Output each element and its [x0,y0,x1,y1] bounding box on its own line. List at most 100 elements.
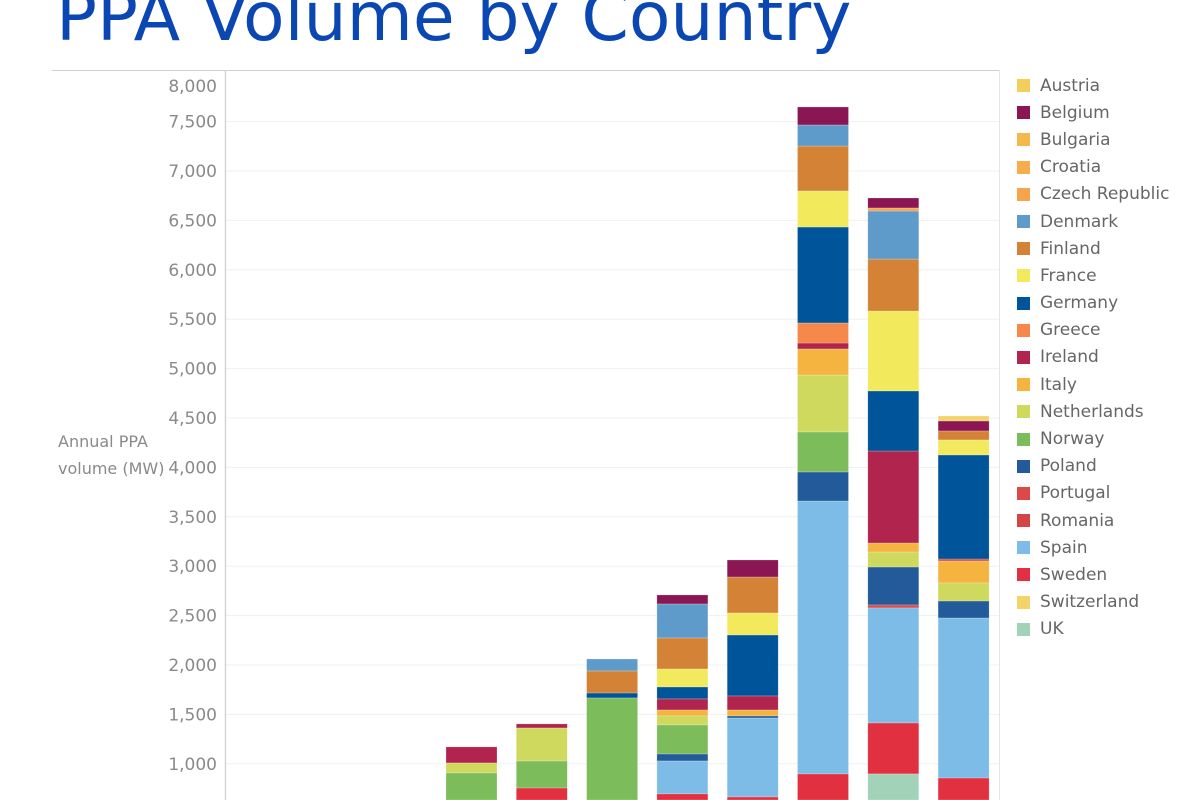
bar-segment-sweden[interactable] [656,793,709,800]
legend-item[interactable]: Denmark [1017,208,1169,235]
bar-segment-finland[interactable] [937,430,990,441]
bar-segment-germany[interactable] [867,390,920,452]
bar-segment-germany[interactable] [656,686,709,700]
bar-segment-poland[interactable] [656,753,709,762]
bar-segment-france[interactable] [656,668,709,688]
legend-item[interactable]: Portugal [1017,480,1169,507]
bar-segment-germany[interactable] [586,692,638,699]
bar-segment-spain[interactable] [867,607,920,724]
bar-segment-finland[interactable] [797,145,849,192]
bar-segment-spain[interactable] [656,760,709,795]
bar-segment-poland[interactable] [797,471,849,502]
bar-segment-italy[interactable] [867,542,920,553]
bar-segment-ireland[interactable] [797,342,849,350]
bar-segment-belgium[interactable] [726,559,779,578]
legend-item[interactable]: Bulgaria [1017,126,1169,153]
legend-item[interactable]: Czech Republic [1017,181,1169,208]
bar-segment-netherlands[interactable] [797,374,849,433]
legend-item[interactable]: Poland [1017,453,1169,480]
bar-segment-norway[interactable] [656,724,709,755]
legend-swatch [1017,296,1030,310]
legend-label: Sweden [1040,564,1108,585]
bar-segment-netherlands[interactable] [656,715,709,726]
bar-segment-portugal[interactable] [867,604,920,609]
bar-segment-norway[interactable] [797,431,849,473]
bar-segment-poland[interactable] [937,600,990,619]
legend-label: Denmark [1040,211,1119,232]
legend-item[interactable]: Italy [1017,371,1169,398]
y-tick-label: 4,000 [168,458,217,478]
legend-item[interactable]: Finland [1017,235,1169,262]
legend-item[interactable]: Norway [1017,425,1169,452]
bar-segment-belgium[interactable] [797,106,849,126]
bar-segment-ireland[interactable] [515,723,568,729]
bar-segment-spain[interactable] [726,717,779,798]
legend-swatch [1017,405,1030,419]
bar-segment-spain[interactable] [797,500,849,775]
bar-segment-poland[interactable] [726,715,779,719]
bar-segment-denmark[interactable] [586,658,638,672]
bar-segment-france[interactable] [726,612,779,636]
bar-segment-germany[interactable] [937,454,990,560]
bar-segment-sweden[interactable] [797,773,849,800]
legend-item[interactable]: Switzerland [1017,589,1169,616]
bar-segment-finland[interactable] [867,258,920,312]
bar-segment-spain[interactable] [937,617,990,779]
legend-item[interactable]: Romania [1017,507,1169,534]
legend-item[interactable]: Sweden [1017,561,1169,588]
bar-segment-belgium[interactable] [937,420,990,432]
bar-segment-netherlands[interactable] [445,762,498,774]
bar-segment-ireland[interactable] [867,450,920,544]
bar-segment-sweden[interactable] [515,787,568,800]
bar-segment-italy[interactable] [937,560,990,584]
legend-item[interactable]: Ireland [1017,344,1169,371]
bar-segment-netherlands[interactable] [867,551,920,568]
bar-segment-italy[interactable] [656,709,709,717]
bar-segment-finland[interactable] [726,576,779,614]
bar-segment-italy[interactable] [797,348,849,376]
legend-item[interactable]: UK [1017,616,1169,643]
bar-segment-norway[interactable] [586,697,638,800]
bar-segment-norway[interactable] [445,772,498,800]
legend-item[interactable]: Greece [1017,317,1169,344]
bar-segment-norway[interactable] [515,760,568,789]
bar-segment-ireland[interactable] [726,695,779,711]
bar-stack [656,594,709,800]
bar-segment-netherlands[interactable] [515,727,568,762]
legend-label: Finland [1040,238,1101,259]
bar-segment-sweden[interactable] [867,722,920,775]
bar-segment-denmark[interactable] [867,210,920,260]
bar-segment-germany[interactable] [797,226,849,324]
legend-item[interactable]: Austria [1017,72,1169,99]
bar-segment-uk[interactable] [867,773,920,800]
legend-item[interactable]: Croatia [1017,154,1169,181]
bar-segment-italy[interactable] [726,709,779,717]
bar-segment-denmark[interactable] [656,603,709,639]
legend-swatch [1017,432,1030,446]
bar-segment-netherlands[interactable] [937,582,990,602]
legend-item[interactable]: France [1017,262,1169,289]
bar-segment-france[interactable] [937,439,990,456]
bar-segment-switzerland[interactable] [937,415,990,422]
bar-segment-czech-republic[interactable] [867,207,920,212]
bar-segment-denmark[interactable] [797,124,849,147]
bar-segment-germany[interactable] [726,634,779,697]
legend-item[interactable]: Netherlands [1017,398,1169,425]
bar-segment-ireland[interactable] [656,698,709,711]
bar-segment-belgium[interactable] [656,594,709,605]
bar-segment-finland[interactable] [656,637,709,670]
bar-segment-finland[interactable] [586,670,638,694]
bar-segment-sweden[interactable] [937,777,990,800]
legend-item[interactable]: Germany [1017,290,1169,317]
bar-segment-poland[interactable] [867,566,920,606]
legend-swatch [1017,514,1030,528]
bar-segment-france[interactable] [867,310,920,392]
legend-label: Czech Republic [1040,184,1170,205]
bar-segment-france[interactable] [797,190,849,228]
bar-segment-greece[interactable] [797,322,849,344]
legend-item[interactable]: Belgium [1017,99,1169,126]
bar-segment-ireland[interactable] [445,746,498,764]
legend-item[interactable]: Spain [1017,534,1169,561]
bar-segment-belgium[interactable] [867,197,920,209]
legend-label: UK [1040,619,1064,640]
